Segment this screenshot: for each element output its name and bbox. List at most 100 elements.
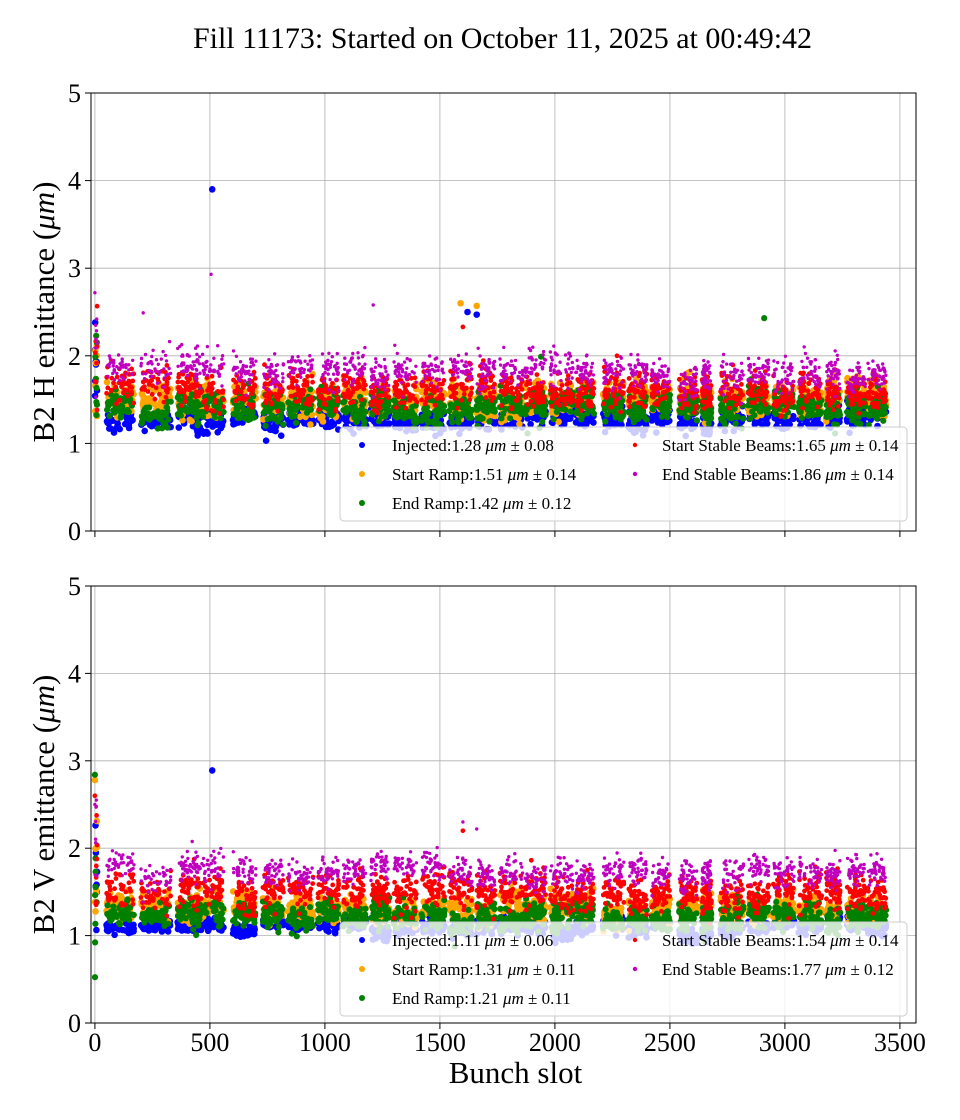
point-start-stable-beams — [492, 381, 497, 387]
point-start-stable-beams — [333, 408, 339, 414]
point-end-stable-beams — [148, 374, 153, 379]
point-start-stable-beams — [827, 399, 833, 405]
point-start-stable-beams — [401, 400, 407, 405]
point-start-stable-beams — [523, 392, 529, 398]
point-start-stable-beams — [562, 402, 568, 407]
point-injected — [384, 421, 392, 429]
point-end-ramp — [464, 407, 471, 415]
point-start-stable-beams — [163, 394, 169, 400]
point-end-ramp — [280, 421, 287, 428]
point-end-stable-beams — [130, 372, 134, 377]
point-start-stable-beams — [559, 382, 565, 388]
point-start-stable-beams — [403, 405, 408, 411]
point-start-stable-beams — [231, 377, 236, 383]
point-end-stable-beams — [163, 353, 168, 358]
point-start-stable-beams — [660, 390, 666, 395]
point-start-stable-beams — [649, 391, 655, 396]
point-end-stable-beams — [94, 395, 98, 399]
point-start-stable-beams — [632, 387, 638, 393]
point-start-stable-beams — [693, 403, 699, 409]
point-end-stable-beams — [94, 337, 98, 341]
point-start-stable-beams — [875, 400, 881, 406]
point-start-stable-beams — [883, 398, 889, 404]
point-start-stable-beams — [515, 396, 521, 401]
point-start-stable-beams — [303, 401, 309, 407]
point-end-stable-beams — [161, 349, 165, 354]
point-start-stable-beams — [293, 378, 299, 384]
point-end-ramp — [146, 416, 153, 423]
point-end-ramp — [606, 399, 613, 406]
point-start-stable-beams — [310, 379, 315, 385]
point-start-stable-beams — [348, 400, 353, 406]
point-start-stable-beams — [557, 387, 563, 392]
point-start-stable-beams — [515, 389, 521, 395]
point-end-ramp — [404, 413, 412, 420]
point-start-stable-beams — [537, 391, 543, 396]
point-start-stable-beams — [176, 374, 182, 380]
point-end-ramp — [550, 416, 557, 423]
point-start-stable-beams — [157, 391, 162, 397]
point-start-stable-beams — [525, 402, 531, 407]
point-start-stable-beams — [181, 389, 187, 395]
point-end-ramp — [721, 418, 728, 426]
point-end-ramp — [425, 409, 432, 416]
point-end-stable-beams — [117, 378, 122, 383]
point-end-ramp — [700, 413, 707, 420]
point-end-ramp — [732, 420, 739, 427]
point-start-stable-beams — [249, 391, 255, 397]
point-end-stable-beams — [116, 353, 121, 357]
point-end-stable-beams — [108, 361, 113, 365]
point-start-stable-beams — [578, 391, 584, 397]
point-end-stable-beams — [216, 344, 220, 348]
point-end-stable-beams — [143, 352, 148, 357]
point-end-ramp — [431, 420, 438, 427]
point-end-stable-beams — [185, 373, 190, 378]
point-end-stable-beams — [119, 375, 124, 379]
point-start-stable-beams — [431, 388, 436, 393]
point-end-ramp — [808, 408, 815, 415]
point-start-stable-beams — [372, 388, 378, 394]
point-start-stable-beams — [756, 388, 761, 394]
point-start-stable-beams — [469, 385, 475, 391]
point-start-stable-beams — [627, 404, 632, 409]
point-start-stable-beams — [279, 389, 285, 394]
point-start-stable-beams — [412, 375, 418, 381]
point-start-stable-beams — [509, 405, 515, 410]
point-start-stable-beams — [660, 396, 665, 402]
point-start-stable-beams — [699, 399, 705, 404]
point-start-stable-beams — [763, 390, 769, 396]
point-end-stable-beams — [162, 376, 166, 380]
point-start-stable-beams — [211, 408, 217, 414]
point-start-stable-beams — [361, 386, 367, 392]
point-start-stable-beams — [309, 373, 315, 379]
point-start-stable-beams — [203, 397, 209, 403]
point-end-ramp — [174, 411, 181, 418]
point-start-ramp — [188, 417, 195, 425]
point-start-stable-beams — [570, 392, 575, 398]
point-start-stable-beams — [655, 402, 660, 407]
point-end-ramp — [567, 408, 574, 415]
point-start-stable-beams — [145, 389, 151, 394]
point-start-ramp — [516, 420, 523, 428]
point-end-ramp — [105, 403, 112, 410]
point-end-ramp — [523, 407, 530, 414]
point-start-stable-beams — [196, 393, 201, 399]
point-end-stable-beams — [162, 367, 166, 371]
point-end-stable-beams — [107, 354, 112, 358]
point-start-stable-beams — [608, 404, 614, 410]
point-end-ramp — [663, 412, 670, 419]
point-end-ramp — [707, 415, 715, 422]
point-start-stable-beams — [642, 389, 647, 394]
point-start-stable-beams — [815, 404, 820, 410]
point-end-ramp — [436, 410, 443, 417]
point-end-ramp — [382, 411, 389, 418]
point-start-stable-beams — [564, 381, 570, 387]
point-start-stable-beams — [92, 350, 98, 356]
point-start-stable-beams — [626, 376, 632, 381]
point-end-stable-beams — [180, 354, 184, 358]
point-end-stable-beams — [111, 371, 115, 376]
point-start-stable-beams — [800, 405, 805, 411]
point-start-stable-beams — [150, 383, 156, 388]
point-end-ramp — [239, 403, 246, 410]
